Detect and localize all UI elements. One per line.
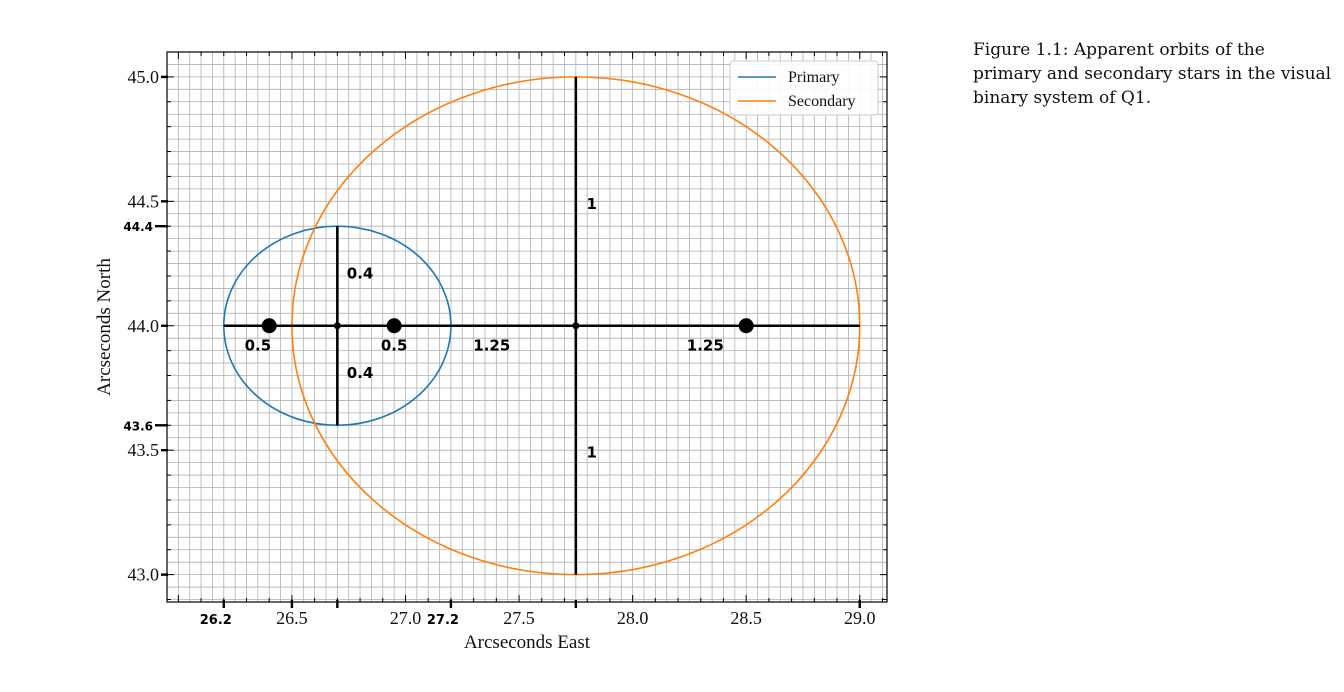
- focus-point: [738, 318, 754, 334]
- handwritten-y-tick-label: 44.4: [123, 220, 153, 234]
- x-tick-label: 27.5: [503, 608, 535, 628]
- y-axis-label: Arcseconds North: [94, 258, 115, 396]
- x-axis-label: Arcseconds East: [464, 632, 591, 653]
- axis-ticks: 26.5 27.0 27.5 28.0 28.5 29.0 43.0 43.5 44.0 44.5…: [123, 51, 887, 628]
- figure-caption: Figure 1.1: Apparent orbits of the prima…: [973, 40, 1332, 108]
- y-tick-label: 43.0: [128, 565, 160, 585]
- handwritten-label: 1: [587, 195, 597, 213]
- handwritten-y-tick-label: 43.6: [123, 419, 153, 433]
- center-point: [333, 322, 341, 330]
- handwritten-label: 0.5: [381, 337, 408, 355]
- focus-point: [261, 318, 277, 334]
- plot-frame: [166, 51, 888, 603]
- legend: Primary Secondary: [729, 60, 879, 116]
- x-tick-label: 29.0: [844, 608, 876, 628]
- handwritten-label: 0.5: [245, 337, 272, 355]
- x-tick-label: 26.5: [276, 608, 308, 628]
- legend-label-secondary: Secondary: [788, 93, 856, 110]
- y-tick-label: 45.0: [128, 67, 160, 87]
- handwritten-label: 0.4: [347, 364, 374, 382]
- y-tick-label: 43.5: [128, 440, 160, 460]
- x-tick-label: 28.5: [730, 608, 762, 628]
- handwritten-x-tick-label: 27.2: [427, 613, 459, 628]
- y-tick-label: 44.5: [128, 191, 160, 211]
- y-tick-label: 44.0: [128, 316, 160, 336]
- handwritten-label: 1.25: [687, 337, 724, 355]
- x-tick-label: 28.0: [617, 608, 649, 628]
- handwritten-label: 0.4: [347, 264, 374, 282]
- legend-label-primary: Primary: [788, 69, 840, 86]
- focus-point: [386, 318, 402, 334]
- annotations: 1 0.4 0.5 0.5 1.25 1.25 0.4 1: [223, 76, 860, 575]
- x-tick-label: 27.0: [390, 608, 422, 628]
- handwritten-label: 1: [587, 444, 597, 462]
- handwritten-label: 1.25: [473, 337, 510, 355]
- center-point: [572, 322, 580, 330]
- handwritten-x-tick-label: 26.2: [200, 613, 232, 628]
